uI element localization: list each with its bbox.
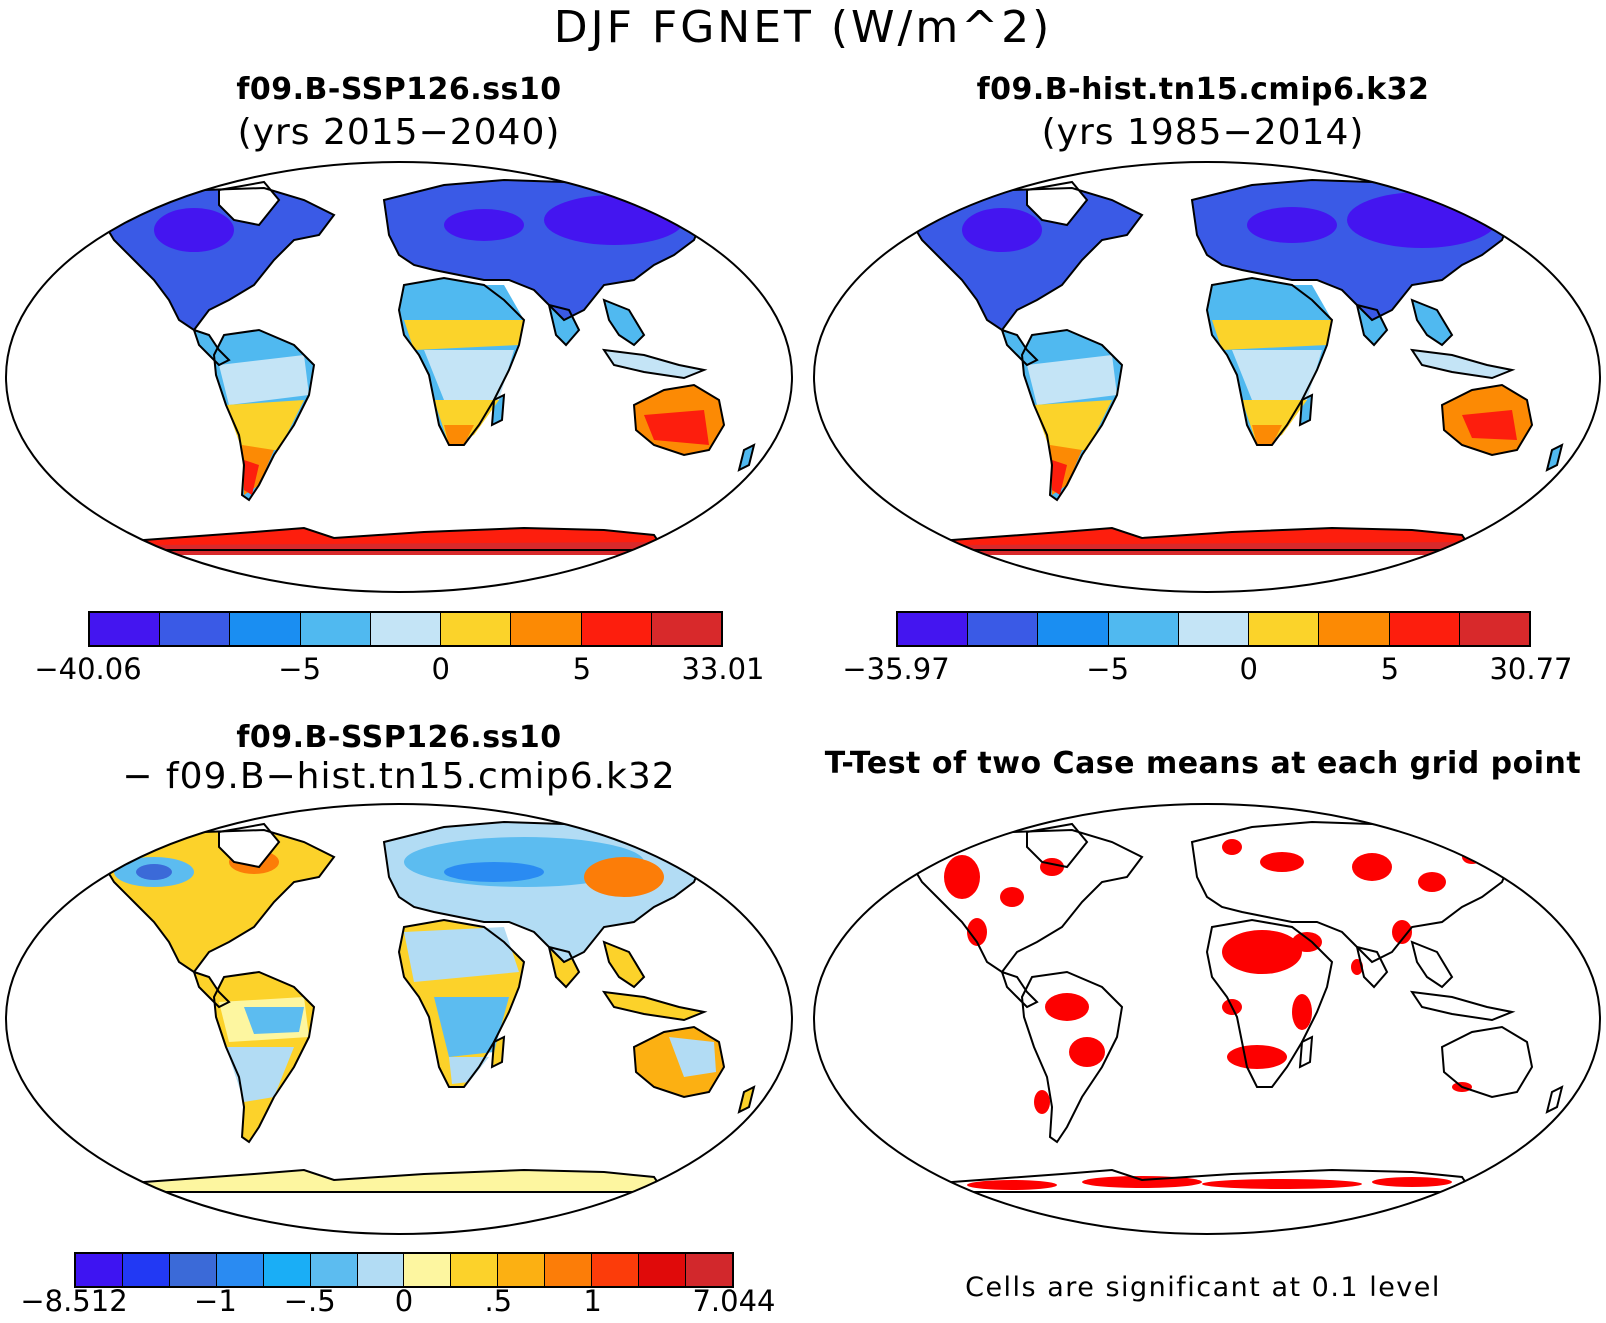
- colorbar-tick-label: −5: [278, 652, 322, 686]
- map-diff: [5, 803, 793, 1235]
- colorbar-tick-label: −35.97: [842, 652, 950, 686]
- colorbar-segment: [1178, 613, 1250, 645]
- colorbar-diff: [74, 1252, 734, 1288]
- colorbar-segment: [651, 613, 721, 645]
- colorbar-segment: [968, 613, 1039, 645]
- colorbar-tick-label: .5: [484, 1284, 513, 1318]
- colorbar-tick-label: −40.06: [34, 652, 142, 686]
- colorbar-segment: [685, 1254, 732, 1286]
- colorbar-segment: [90, 613, 161, 645]
- colorbar-segment: [545, 1254, 593, 1286]
- colorbar-segment: [122, 1254, 170, 1286]
- colorbar-tick-label: 7.044: [692, 1284, 776, 1318]
- colorbar-tick-label: −1: [194, 1284, 237, 1318]
- panel-subtitle: − f09.B−hist.tn15.cmip6.k32: [122, 756, 676, 797]
- colorbar-segment: [898, 613, 969, 645]
- panel-title: f09.B-SSP126.ss10: [236, 72, 562, 107]
- colorbar-segment: [451, 1254, 499, 1286]
- colorbar-segment: [441, 613, 512, 645]
- colorbar-segment: [216, 1254, 264, 1286]
- colorbar-tick-label: 0: [394, 1284, 414, 1318]
- colorbar-segment: [511, 613, 582, 645]
- colorbar-segment: [169, 1254, 217, 1286]
- map-ttest: [813, 803, 1601, 1235]
- significance-note: Cells are significant at 0.1 level: [965, 1272, 1441, 1303]
- map-hist: [813, 161, 1601, 593]
- colorbar-segment: [76, 1254, 123, 1286]
- figure-title: DJF FGNET (W/m^2): [553, 2, 1053, 53]
- colorbar-ticks-diff: −8.512 −1 −.5 0 .5 1 7.044: [20, 1284, 775, 1320]
- colorbar-tick-label: 30.77: [1489, 652, 1573, 686]
- colorbar-segment: [592, 1254, 640, 1286]
- colorbar-tick-label: 5: [572, 652, 592, 686]
- colorbar-segment: [1389, 613, 1460, 645]
- colorbar-tick-label: −5: [1086, 652, 1130, 686]
- colorbar-ticks-hist: −35.97 −5 0 5 30.77: [842, 652, 1572, 688]
- panel-subtitle: (yrs 2015−2040): [237, 112, 561, 153]
- colorbar-segment: [639, 1254, 686, 1286]
- colorbar-tick-label: −.5: [283, 1284, 336, 1318]
- colorbar-segment: [404, 1254, 452, 1286]
- colorbar-tick-label: 0: [1239, 652, 1258, 686]
- colorbar-segment: [263, 1254, 311, 1286]
- colorbar-tick-label: −8.512: [20, 1284, 128, 1318]
- colorbar-tick-label: 5: [1380, 652, 1400, 686]
- panel-title: T-Test of two Case means at each grid po…: [824, 746, 1582, 781]
- colorbar-segment: [370, 613, 442, 645]
- colorbar-segment: [310, 1254, 358, 1286]
- colorbar-segment: [581, 613, 652, 645]
- colorbar-ticks-ssp126: −40.06 −5 0 5 33.01: [34, 652, 764, 688]
- colorbar-tick-label: 33.01: [681, 652, 765, 686]
- colorbar-hist: [896, 611, 1531, 647]
- colorbar-segment: [160, 613, 231, 645]
- colorbar-tick-label: 1: [583, 1284, 602, 1318]
- colorbar-segment: [357, 1254, 405, 1286]
- colorbar-segment: [1459, 613, 1529, 645]
- colorbar-segment: [1319, 613, 1390, 645]
- colorbar-segment: [300, 613, 371, 645]
- colorbar-segment: [1249, 613, 1320, 645]
- map-ssp126: [5, 161, 793, 593]
- colorbar-segment: [1038, 613, 1109, 645]
- panel-title: f09.B-hist.tn15.cmip6.k32: [976, 72, 1430, 107]
- colorbar-segment: [230, 613, 301, 645]
- colorbar-segment: [498, 1254, 546, 1286]
- colorbar-ssp126: [88, 611, 723, 647]
- colorbar-tick-label: 0: [431, 652, 450, 686]
- colorbar-segment: [1108, 613, 1179, 645]
- panel-title: f09.B-SSP126.ss10: [236, 720, 562, 755]
- panel-subtitle: (yrs 1985−2014): [1041, 112, 1365, 153]
